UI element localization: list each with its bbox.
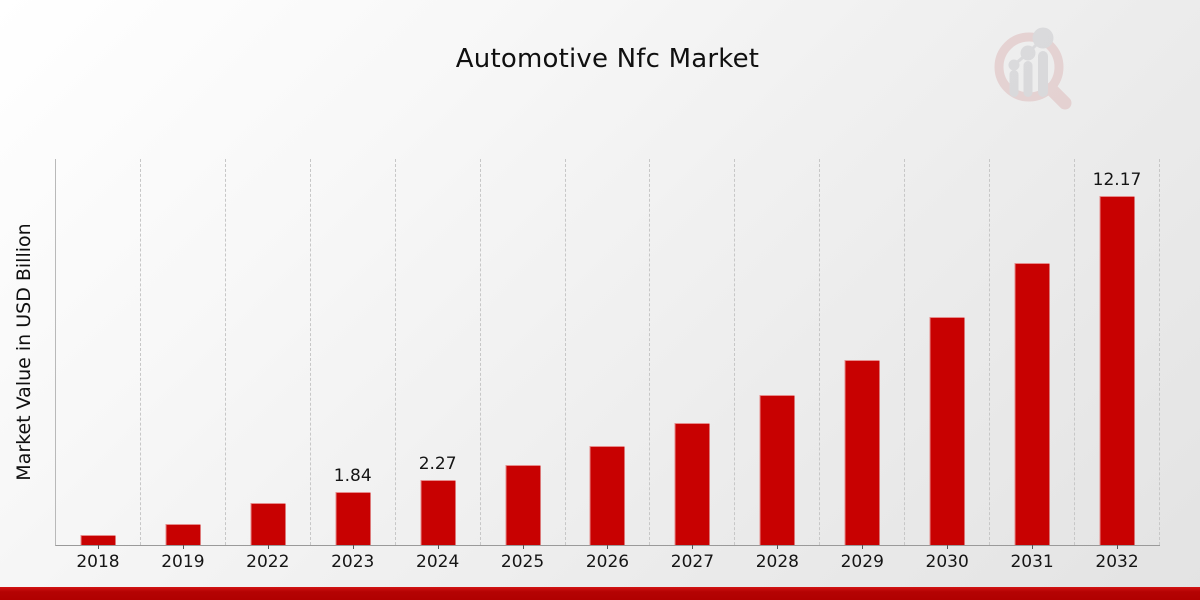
bar-2027 [674, 423, 710, 545]
chart-title: Automotive Nfc Market [455, 44, 760, 74]
x-tick-label-2023: 2023 [331, 552, 375, 572]
bar-2018 [80, 535, 116, 545]
x-tick-label-2029: 2029 [840, 552, 884, 572]
bar-2032 [1099, 196, 1135, 545]
plot-area: 2018 2019 2022 1.84 2023 2.27 2024 2025 2026 2027… [55, 159, 1160, 572]
bottom-accent-bar [0, 587, 1200, 600]
bar-2024 [420, 479, 456, 545]
plot-column-2031: 2031 [990, 159, 1076, 572]
x-tick-label-2025: 2025 [500, 552, 545, 572]
bar-2031 [1014, 263, 1050, 545]
bar-2019 [165, 523, 201, 545]
x-tick-label-2019: 2019 [161, 552, 205, 572]
x-axis-tick [692, 545, 694, 549]
x-tick-label-2022: 2022 [246, 552, 290, 572]
plot-column-2023: 1.84 2023 [311, 159, 396, 572]
bar-value-label-2023: 1.84 [333, 466, 372, 487]
plot-column-2022: 2022 [226, 159, 311, 572]
x-tick-label-2024: 2024 [416, 552, 460, 572]
x-axis-tick [1117, 545, 1119, 549]
bar-2022 [250, 502, 286, 545]
x-axis-tick [267, 545, 269, 549]
plot-column-2032: 12.17 2032 [1075, 159, 1160, 572]
x-tick-label-2032: 2032 [1095, 552, 1139, 572]
x-tick-label-2028: 2028 [755, 552, 799, 572]
plot-column-2026: 2026 [566, 159, 651, 572]
bar-2026 [589, 446, 625, 545]
plot-column-2025: 2025 [481, 159, 566, 572]
x-axis-tick [607, 545, 609, 549]
x-axis-tick [522, 545, 524, 549]
x-tick-label-2018: 2018 [76, 552, 120, 572]
bar-value-label-2024: 2.27 [418, 453, 457, 474]
x-axis-tick [1032, 545, 1034, 549]
bar-2023 [335, 492, 371, 545]
x-tick-label-2031: 2031 [1010, 552, 1054, 572]
plot-column-2030: 2030 [905, 159, 991, 572]
bar-2028 [759, 394, 795, 545]
x-tick-label-2030: 2030 [925, 552, 969, 572]
y-axis-label: Market Value in USD Billion [13, 223, 35, 481]
plot-column-2029: 2029 [820, 159, 906, 572]
x-axis-tick [777, 545, 779, 549]
bar-2025 [505, 464, 541, 545]
plot-column-2018: 2018 [56, 159, 141, 572]
bar-2029 [844, 359, 880, 545]
bar-value-label-2032: 12.17 [1092, 170, 1142, 191]
magnifier-bar-chart-logo-icon [994, 27, 1072, 110]
bar-2030 [929, 316, 965, 545]
x-axis-tick [947, 545, 949, 549]
x-axis-tick [182, 545, 184, 549]
x-axis-tick [97, 545, 99, 549]
x-tick-label-2026: 2026 [585, 552, 630, 572]
plot-column-2027: 2027 [650, 159, 736, 572]
plot-column-2019: 2019 [141, 159, 226, 572]
x-tick-label-2027: 2027 [670, 552, 715, 572]
x-axis-tick [862, 545, 864, 549]
x-axis-tick [352, 545, 354, 549]
x-axis-tick [437, 545, 439, 549]
plot-column-2028: 2028 [735, 159, 821, 572]
plot-column-2024: 2.27 2024 [396, 159, 481, 572]
